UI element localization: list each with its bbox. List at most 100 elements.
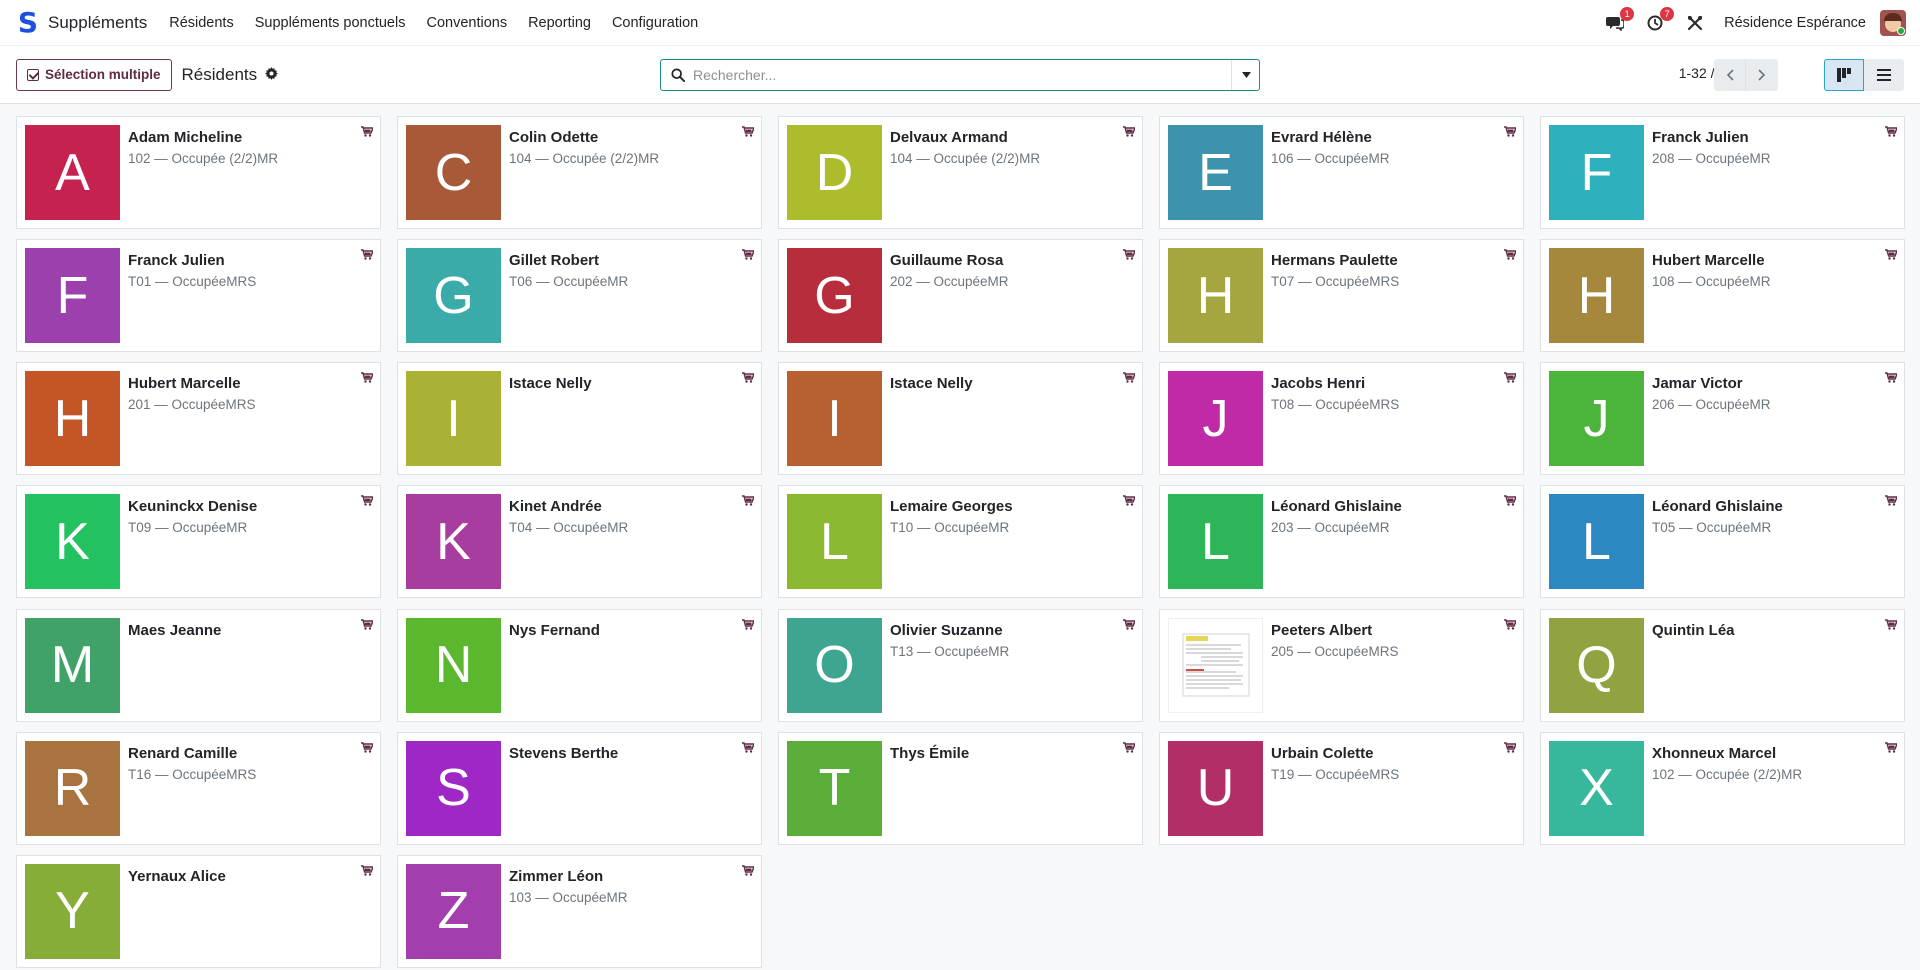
- cart-icon[interactable]: [1504, 247, 1518, 264]
- resident-avatar: H: [1549, 248, 1644, 344]
- resident-card[interactable]: E Evrard Hélène 106 — OccupéeMR: [1159, 116, 1524, 229]
- search-options-toggle[interactable]: [1231, 60, 1259, 90]
- resident-card[interactable]: R Renard Camille T16 — OccupéeMRS: [16, 731, 381, 845]
- gear-icon[interactable]: [265, 66, 279, 83]
- resident-card[interactable]: F Franck Julien 208 — OccupéeMR: [1540, 116, 1905, 229]
- cart-icon[interactable]: [1123, 740, 1137, 757]
- avatar[interactable]: [1880, 9, 1906, 36]
- resident-name: Léonard Ghislaine: [1271, 498, 1402, 516]
- resident-card[interactable]: Y Yernaux Alice: [16, 854, 381, 968]
- cart-icon[interactable]: [742, 247, 756, 264]
- cart-icon[interactable]: [361, 370, 375, 387]
- menu-residents[interactable]: Résidents: [169, 14, 234, 31]
- kanban-view-button[interactable]: [1824, 59, 1864, 91]
- cart-icon[interactable]: [1504, 370, 1518, 387]
- cart-icon[interactable]: [742, 863, 756, 880]
- menu-reporting[interactable]: Reporting: [528, 14, 591, 31]
- cart-icon[interactable]: [1123, 370, 1137, 387]
- resident-room-status: 205 — OccupéeMRS: [1271, 643, 1399, 659]
- resident-card[interactable]: Peeters Albert 205 — OccupéeMRS: [1159, 608, 1524, 722]
- cart-icon[interactable]: [1504, 740, 1518, 757]
- cart-icon[interactable]: [361, 247, 375, 264]
- cart-icon[interactable]: [361, 863, 375, 880]
- pager-previous-button[interactable]: [1714, 59, 1746, 91]
- resident-card[interactable]: K Keuninckx Denise T09 — OccupéeMR: [16, 485, 381, 599]
- chevron-left-icon: [1726, 69, 1734, 81]
- cart-icon[interactable]: [1885, 740, 1899, 757]
- resident-name: Keuninckx Denise: [128, 498, 258, 516]
- search-input[interactable]: [693, 67, 1231, 83]
- menu-supplements-ponctuels[interactable]: Suppléments ponctuels: [254, 14, 406, 31]
- pager-next-button[interactable]: [1746, 59, 1778, 91]
- cart-icon[interactable]: [1123, 617, 1137, 634]
- resident-avatar: H: [1168, 248, 1263, 344]
- cart-icon[interactable]: [1885, 124, 1899, 141]
- resident-card[interactable]: L Léonard Ghislaine T05 — OccupéeMR: [1540, 485, 1905, 599]
- resident-card[interactable]: T Thys Émile: [778, 731, 1143, 845]
- chat-icon[interactable]: 1: [1604, 6, 1635, 34]
- resident-avatar: U: [1168, 740, 1263, 836]
- app-name[interactable]: Suppléments: [48, 12, 148, 32]
- resident-card[interactable]: N Nys Fernand: [397, 608, 762, 722]
- resident-card[interactable]: O Olivier Suzanne T13 — OccupéeMR: [778, 608, 1143, 722]
- cart-icon[interactable]: [361, 493, 375, 510]
- resident-card[interactable]: G Guillaume Rosa 202 — OccupéeMR: [778, 239, 1143, 353]
- resident-card[interactable]: Q Quintin Léa: [1540, 608, 1905, 722]
- cart-icon[interactable]: [742, 124, 756, 141]
- resident-card[interactable]: S Stevens Berthe: [397, 731, 762, 845]
- resident-card[interactable]: F Franck Julien T01 — OccupéeMRS: [16, 239, 381, 353]
- resident-card[interactable]: U Urbain Colette T19 — OccupéeMRS: [1159, 731, 1524, 845]
- resident-card[interactable]: M Maes Jeanne: [16, 608, 381, 722]
- resident-card[interactable]: K Kinet Andrée T04 — OccupéeMR: [397, 485, 762, 599]
- resident-name: Colin Odette: [509, 129, 599, 146]
- resident-card[interactable]: D Delvaux Armand 104 — Occupée (2/2)MR: [778, 116, 1143, 229]
- caret-down-icon: [1242, 72, 1251, 78]
- resident-card[interactable]: H Hermans Paulette T07 — OccupéeMRS: [1159, 239, 1524, 353]
- cart-icon[interactable]: [1885, 370, 1899, 387]
- resident-avatar: T: [787, 740, 882, 836]
- resident-avatar: Y: [25, 863, 120, 959]
- search-icon: [671, 68, 685, 82]
- cart-icon[interactable]: [742, 740, 756, 757]
- resident-card[interactable]: A Adam Micheline 102 — Occupée (2/2)MR: [16, 116, 381, 229]
- cart-icon[interactable]: [1885, 617, 1899, 634]
- resident-avatar: R: [25, 740, 120, 836]
- resident-card[interactable]: L Lemaire Georges T10 — OccupéeMR: [778, 485, 1143, 599]
- cart-icon[interactable]: [1504, 124, 1518, 141]
- app-logo-icon[interactable]: S: [17, 5, 39, 39]
- resident-card[interactable]: X Xhonneux Marcel 102 — Occupée (2/2)MR: [1540, 731, 1905, 845]
- menu-configuration[interactable]: Configuration: [611, 14, 699, 31]
- cart-icon[interactable]: [1123, 124, 1137, 141]
- cart-icon[interactable]: [742, 493, 756, 510]
- tools-icon[interactable]: [1684, 12, 1706, 34]
- resident-avatar: X: [1549, 740, 1644, 836]
- cart-icon[interactable]: [361, 124, 375, 141]
- resident-name: Jacobs Henri: [1271, 375, 1366, 393]
- cart-icon[interactable]: [742, 370, 756, 387]
- multi-select-button[interactable]: Sélection multiple: [16, 58, 172, 91]
- company-switcher[interactable]: Résidence Espérance: [1724, 14, 1866, 31]
- clock-icon[interactable]: 7: [1644, 6, 1675, 34]
- resident-card[interactable]: I Istace Nelly: [397, 362, 762, 476]
- cart-icon[interactable]: [742, 617, 756, 634]
- cart-icon[interactable]: [1504, 617, 1518, 634]
- cart-icon[interactable]: [361, 617, 375, 634]
- resident-card[interactable]: H Hubert Marcelle 108 — OccupéeMR: [1540, 239, 1905, 353]
- resident-card[interactable]: C Colin Odette 104 — Occupée (2/2)MR: [397, 116, 762, 229]
- cart-icon[interactable]: [1123, 493, 1137, 510]
- resident-card[interactable]: L Léonard Ghislaine 203 — OccupéeMR: [1159, 485, 1524, 599]
- resident-card[interactable]: J Jacobs Henri T08 — OccupéeMRS: [1159, 362, 1524, 476]
- resident-room-status: T01 — OccupéeMRS: [128, 274, 257, 290]
- cart-icon[interactable]: [1504, 493, 1518, 510]
- cart-icon[interactable]: [361, 740, 375, 757]
- resident-card[interactable]: G Gillet Robert T06 — OccupéeMR: [397, 239, 762, 353]
- resident-card[interactable]: I Istace Nelly: [778, 362, 1143, 476]
- menu-conventions[interactable]: Conventions: [426, 14, 508, 31]
- cart-icon[interactable]: [1885, 493, 1899, 510]
- cart-icon[interactable]: [1123, 247, 1137, 264]
- resident-card[interactable]: Z Zimmer Léon 103 — OccupéeMR: [397, 854, 762, 968]
- resident-card[interactable]: H Hubert Marcelle 201 — OccupéeMRS: [16, 362, 381, 476]
- list-view-button[interactable]: [1864, 59, 1904, 91]
- cart-icon[interactable]: [1885, 247, 1899, 264]
- resident-card[interactable]: J Jamar Victor 206 — OccupéeMR: [1540, 362, 1905, 476]
